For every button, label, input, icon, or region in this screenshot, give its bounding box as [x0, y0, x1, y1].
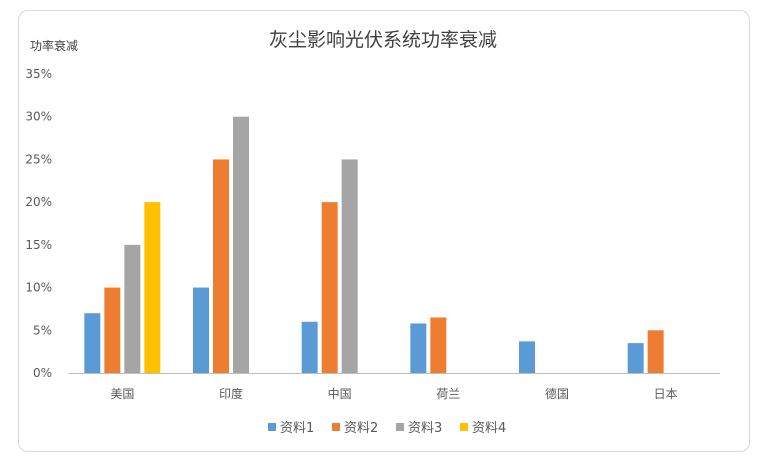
y-tick-label: 0% [33, 366, 52, 380]
legend-swatch [396, 423, 404, 431]
legend-label: 资料1 [280, 421, 314, 436]
bar-资料4-美国[interactable] [144, 202, 161, 373]
y-tick-label: 5% [33, 323, 52, 337]
legend-swatch [268, 423, 276, 431]
bar-资料1-荷兰[interactable] [410, 323, 427, 373]
y-tick-label: 35% [25, 67, 52, 81]
legend-label: 资料3 [408, 421, 442, 436]
bar-资料1-日本[interactable] [627, 343, 644, 373]
bar-资料1-中国[interactable] [301, 321, 318, 373]
bar-资料2-日本[interactable] [647, 330, 664, 373]
x-tick-label: 印度 [219, 386, 243, 401]
chart-frame [18, 10, 750, 452]
y-tick-label: 10% [25, 281, 52, 295]
bar-资料2-荷兰[interactable] [430, 317, 447, 373]
legend-swatch [460, 423, 468, 431]
bar-资料1-德国[interactable] [519, 341, 535, 373]
x-tick-label: 美国 [110, 387, 134, 401]
x-tick-label: 荷兰 [436, 387, 460, 401]
y-tick-label: 25% [25, 152, 52, 166]
bar-资料2-中国[interactable] [321, 202, 338, 373]
bar-资料2-美国[interactable] [104, 287, 121, 373]
bar-资料3-印度[interactable] [233, 116, 249, 373]
x-tick-label: 德国 [545, 386, 569, 401]
bar-资料2-印度[interactable] [213, 159, 229, 373]
legend-label: 资料4 [472, 421, 506, 436]
y-tick-label: 30% [25, 110, 52, 124]
chart-title: 灰尘影响光伏系统功率衰减 [269, 29, 497, 51]
x-tick-label: 中国 [328, 386, 352, 401]
y-tick-label: 15% [25, 238, 52, 252]
bar-资料3-中国[interactable] [341, 159, 358, 373]
legend-swatch [332, 423, 340, 431]
legend-label: 资料2 [344, 421, 378, 436]
bar-资料1-印度[interactable] [193, 287, 209, 373]
bar-资料3-美国[interactable] [124, 244, 141, 373]
x-tick-label: 日本 [654, 387, 678, 401]
y-axis-label: 功率衰减 [30, 38, 78, 53]
bar-资料1-美国[interactable] [84, 313, 101, 373]
y-tick-label: 20% [25, 195, 52, 209]
